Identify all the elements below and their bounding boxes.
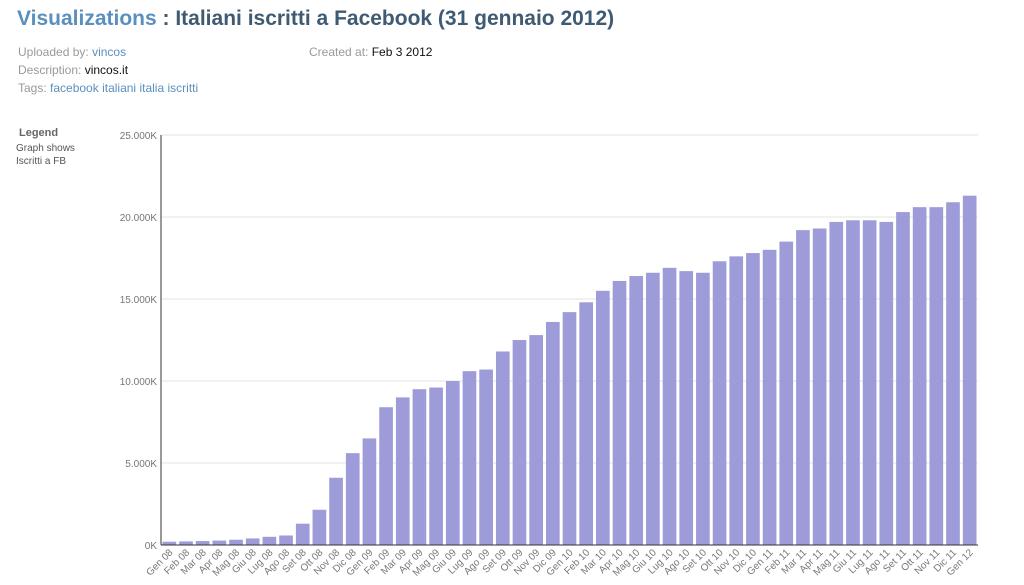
- bar[interactable]: [896, 212, 910, 545]
- y-tick-label: 0K: [145, 541, 158, 552]
- uploaded-by-row: Uploaded by: vincos: [18, 45, 126, 59]
- created-at-row: Created at: Feb 3 2012: [309, 45, 432, 59]
- bar[interactable]: [929, 207, 944, 545]
- y-axis-labels: 0K 5.000K 10.000K 15.000K 20.000K 25.000K: [120, 131, 158, 552]
- legend-heading: Legend: [19, 127, 59, 139]
- title-separator: :: [156, 7, 176, 30]
- bar[interactable]: [879, 221, 894, 546]
- bar[interactable]: [746, 253, 760, 545]
- bar[interactable]: [562, 312, 577, 545]
- bar[interactable]: [279, 535, 293, 545]
- bar[interactable]: [862, 220, 877, 545]
- y-tick-label: 10.000K: [120, 377, 158, 388]
- bar[interactable]: [846, 220, 860, 545]
- bar[interactable]: [379, 407, 393, 545]
- bar[interactable]: [579, 302, 594, 545]
- bar[interactable]: [545, 321, 560, 545]
- description-row: Description: vincos.it: [18, 63, 128, 77]
- bar[interactable]: [796, 230, 810, 545]
- y-tick-label: 15.000K: [120, 295, 158, 306]
- bar[interactable]: [229, 539, 243, 545]
- legend: Legend Graph shows Iscritti a FB: [16, 127, 96, 168]
- bar[interactable]: [962, 195, 977, 545]
- bar[interactable]: [512, 340, 527, 545]
- bar[interactable]: [812, 228, 827, 546]
- created-at-label: Created at:: [309, 45, 369, 59]
- bar[interactable]: [429, 387, 443, 545]
- bar[interactable]: [329, 477, 343, 545]
- bar[interactable]: [245, 538, 260, 545]
- description-label: Description:: [18, 63, 82, 77]
- bar[interactable]: [312, 509, 327, 545]
- uploader-link[interactable]: vincos: [92, 45, 127, 59]
- bar[interactable]: [696, 272, 710, 545]
- legend-line: Iscritti a FB: [16, 156, 67, 167]
- bar[interactable]: [662, 267, 677, 545]
- bar[interactable]: [162, 541, 177, 545]
- created-at-value: Feb 3 2012: [371, 45, 433, 59]
- bar[interactable]: [779, 241, 794, 545]
- tags-row: Tags: facebook italiani italia iscritti: [18, 81, 198, 95]
- bar[interactable]: [395, 397, 410, 545]
- bar[interactable]: [679, 271, 694, 545]
- bar[interactable]: [479, 369, 493, 545]
- description-value: vincos.it: [84, 63, 129, 77]
- bar[interactable]: [345, 453, 360, 545]
- axes: [160, 135, 978, 546]
- uploaded-by-label: Uploaded by:: [18, 45, 89, 59]
- bar[interactable]: [646, 272, 660, 545]
- tag-link[interactable]: italia: [139, 81, 165, 95]
- bar[interactable]: [912, 207, 927, 545]
- bar[interactable]: [412, 389, 427, 545]
- visualization-title: Italiani iscritti a Facebook (31 gennaio…: [175, 7, 615, 30]
- visualizations-link[interactable]: Visualizations: [17, 7, 157, 30]
- tag-link[interactable]: iscritti: [167, 81, 199, 95]
- bar[interactable]: [445, 381, 460, 545]
- tags-label: Tags:: [18, 81, 47, 95]
- bar[interactable]: [295, 523, 310, 545]
- bar[interactable]: [612, 280, 627, 545]
- bar[interactable]: [762, 249, 777, 546]
- bar[interactable]: [596, 290, 610, 545]
- bar[interactable]: [495, 351, 510, 545]
- bar[interactable]: [829, 221, 844, 546]
- bar[interactable]: [529, 335, 543, 545]
- bar[interactable]: [946, 202, 960, 546]
- y-tick-label: 5.000K: [125, 459, 157, 470]
- y-tick-label: 20.000K: [120, 213, 158, 224]
- bar[interactable]: [462, 371, 477, 545]
- bar[interactable]: [195, 541, 210, 545]
- tag-link[interactable]: facebook: [50, 81, 99, 95]
- page-title: Visualizations : Italiani iscritti a Fac…: [17, 7, 614, 31]
- bar[interactable]: [262, 536, 277, 545]
- bars: [162, 195, 977, 546]
- bar[interactable]: [629, 276, 644, 545]
- legend-line: Graph shows: [16, 143, 75, 154]
- bar[interactable]: [362, 438, 377, 545]
- bar[interactable]: [179, 541, 193, 545]
- y-tick-label: 25.000K: [120, 131, 158, 142]
- bar[interactable]: [729, 256, 744, 545]
- bar[interactable]: [212, 540, 227, 545]
- bar[interactable]: [712, 261, 727, 545]
- tag-link[interactable]: italiani: [102, 81, 137, 95]
